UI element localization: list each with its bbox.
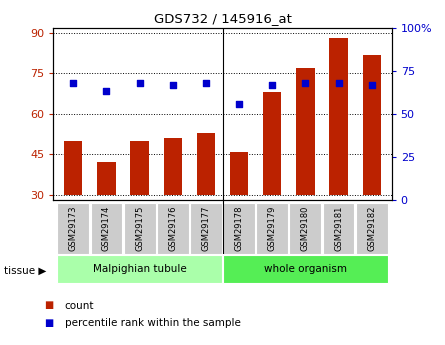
- Bar: [57, 255, 222, 283]
- Bar: [164, 138, 182, 195]
- Text: GSM29174: GSM29174: [102, 206, 111, 251]
- Text: GSM29176: GSM29176: [168, 206, 177, 251]
- Text: whole organism: whole organism: [264, 264, 347, 274]
- Bar: [329, 38, 348, 195]
- Text: tissue ▶: tissue ▶: [4, 266, 47, 276]
- Bar: [97, 162, 116, 195]
- Bar: [363, 55, 381, 195]
- Bar: [130, 141, 149, 195]
- Text: ■: ■: [44, 318, 54, 327]
- Bar: [190, 203, 222, 254]
- Point: [235, 101, 243, 106]
- Bar: [90, 203, 122, 254]
- Point: [136, 80, 143, 86]
- Text: GSM29175: GSM29175: [135, 206, 144, 251]
- Text: GSM29180: GSM29180: [301, 206, 310, 251]
- Point: [302, 80, 309, 86]
- Point: [368, 82, 375, 87]
- Bar: [356, 203, 388, 254]
- Bar: [64, 141, 82, 195]
- Bar: [290, 203, 321, 254]
- Bar: [197, 133, 215, 195]
- Point: [335, 80, 342, 86]
- Point: [202, 80, 210, 86]
- Bar: [230, 151, 248, 195]
- Point: [169, 82, 176, 87]
- Text: GSM29179: GSM29179: [268, 206, 277, 251]
- Bar: [223, 255, 388, 283]
- Text: GSM29181: GSM29181: [334, 206, 343, 251]
- Text: Malpighian tubule: Malpighian tubule: [93, 264, 186, 274]
- Bar: [157, 203, 189, 254]
- Text: GSM29178: GSM29178: [235, 206, 243, 251]
- Point: [70, 80, 77, 86]
- Bar: [124, 203, 155, 254]
- Text: GSM29177: GSM29177: [202, 206, 210, 251]
- Bar: [223, 203, 255, 254]
- Point: [103, 89, 110, 94]
- Text: count: count: [65, 301, 94, 311]
- Text: percentile rank within the sample: percentile rank within the sample: [65, 318, 240, 328]
- Bar: [256, 203, 288, 254]
- Text: ■: ■: [44, 300, 54, 310]
- Bar: [323, 203, 355, 254]
- Point: [269, 82, 276, 87]
- Text: GSM29182: GSM29182: [367, 206, 376, 251]
- Title: GDS732 / 145916_at: GDS732 / 145916_at: [154, 12, 291, 25]
- Bar: [263, 92, 281, 195]
- Text: GSM29173: GSM29173: [69, 206, 78, 251]
- Bar: [296, 68, 315, 195]
- Bar: [57, 203, 89, 254]
